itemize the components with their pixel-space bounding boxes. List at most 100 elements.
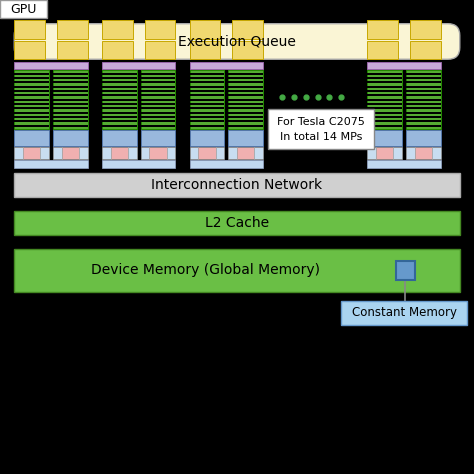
Bar bbox=[190, 99, 225, 100]
Bar bbox=[53, 125, 88, 127]
Bar bbox=[140, 81, 175, 83]
Bar bbox=[190, 77, 225, 79]
Bar bbox=[367, 94, 402, 96]
Bar bbox=[102, 90, 137, 92]
Bar bbox=[190, 20, 220, 38]
Bar bbox=[228, 71, 263, 129]
Bar bbox=[190, 130, 225, 146]
Bar bbox=[53, 81, 88, 83]
Bar bbox=[367, 160, 441, 168]
Bar bbox=[228, 107, 263, 109]
Bar bbox=[53, 86, 88, 88]
Bar bbox=[102, 125, 137, 127]
Bar bbox=[228, 86, 263, 88]
Bar bbox=[232, 20, 263, 38]
Bar bbox=[140, 94, 175, 96]
Bar bbox=[432, 147, 441, 159]
Bar bbox=[140, 73, 175, 75]
Bar bbox=[268, 109, 374, 149]
Bar bbox=[406, 130, 441, 146]
Bar bbox=[14, 130, 49, 146]
Bar bbox=[341, 301, 467, 325]
Bar bbox=[406, 116, 441, 118]
Bar bbox=[53, 111, 88, 114]
Bar bbox=[406, 90, 441, 92]
Bar bbox=[140, 99, 175, 100]
Bar bbox=[406, 147, 415, 159]
Bar bbox=[406, 111, 441, 114]
Bar bbox=[406, 107, 441, 109]
Bar bbox=[367, 20, 398, 38]
Bar bbox=[14, 111, 49, 114]
Bar bbox=[406, 73, 441, 75]
Bar bbox=[140, 116, 175, 118]
Bar bbox=[406, 86, 441, 88]
Bar bbox=[190, 62, 263, 69]
Bar bbox=[140, 103, 175, 105]
Bar bbox=[190, 41, 220, 59]
Bar bbox=[102, 81, 137, 83]
Bar bbox=[102, 111, 137, 114]
FancyBboxPatch shape bbox=[14, 24, 460, 59]
Bar bbox=[228, 99, 263, 100]
Bar bbox=[102, 103, 137, 105]
Bar bbox=[145, 20, 175, 38]
Bar bbox=[367, 130, 402, 146]
Bar bbox=[14, 73, 49, 75]
Text: L2 Cache: L2 Cache bbox=[205, 216, 269, 230]
Bar bbox=[232, 41, 263, 59]
Bar bbox=[190, 125, 225, 127]
Bar bbox=[14, 120, 49, 122]
Bar bbox=[57, 20, 88, 38]
Bar bbox=[102, 130, 137, 146]
Bar bbox=[190, 71, 225, 129]
Text: Execution Queue: Execution Queue bbox=[178, 35, 296, 48]
Bar bbox=[140, 107, 175, 109]
Bar bbox=[198, 147, 216, 159]
Bar bbox=[14, 125, 49, 127]
Bar bbox=[140, 120, 175, 122]
Bar bbox=[14, 116, 49, 118]
Bar bbox=[23, 147, 40, 159]
Bar bbox=[140, 147, 149, 159]
Bar bbox=[190, 107, 225, 109]
Bar bbox=[14, 77, 49, 79]
Bar bbox=[367, 99, 402, 100]
Bar bbox=[228, 125, 263, 127]
Bar bbox=[190, 94, 225, 96]
Bar bbox=[102, 77, 137, 79]
Bar bbox=[406, 120, 441, 122]
Bar bbox=[190, 116, 225, 118]
Bar bbox=[14, 173, 460, 197]
Bar bbox=[367, 86, 402, 88]
Bar bbox=[228, 130, 263, 146]
Bar bbox=[167, 147, 175, 159]
Bar bbox=[62, 147, 79, 159]
Bar bbox=[53, 130, 88, 146]
Bar bbox=[367, 73, 402, 75]
Bar bbox=[406, 125, 441, 127]
Bar bbox=[14, 160, 88, 168]
Bar bbox=[406, 99, 441, 100]
Bar bbox=[14, 107, 49, 109]
Bar bbox=[367, 125, 402, 127]
Bar bbox=[367, 116, 402, 118]
Bar bbox=[216, 147, 224, 159]
Bar bbox=[140, 90, 175, 92]
Bar bbox=[53, 120, 88, 122]
Bar bbox=[406, 77, 441, 79]
Bar bbox=[140, 125, 175, 127]
Bar bbox=[367, 81, 402, 83]
Bar bbox=[190, 120, 225, 122]
Bar bbox=[53, 107, 88, 109]
Bar bbox=[14, 94, 49, 96]
Bar bbox=[367, 62, 441, 69]
Bar bbox=[102, 94, 137, 96]
Bar bbox=[190, 86, 225, 88]
Bar bbox=[14, 211, 460, 235]
Bar bbox=[228, 103, 263, 105]
Bar bbox=[367, 147, 376, 159]
Bar bbox=[53, 73, 88, 75]
Bar bbox=[190, 90, 225, 92]
Bar bbox=[14, 20, 45, 38]
